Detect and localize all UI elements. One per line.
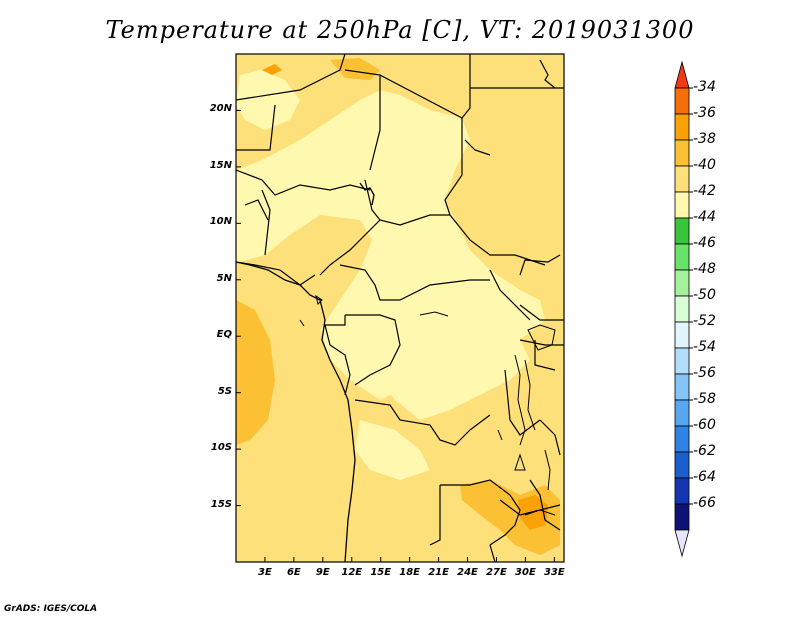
colorbar-swatch [674, 295, 690, 323]
colorbar-swatch [674, 269, 690, 297]
lat-tick-label: 15S [210, 498, 232, 510]
colorbar-label: -60 [693, 417, 716, 433]
colorbar-label: -40 [693, 157, 716, 173]
field-region-38-west [236, 300, 275, 445]
lat-tick-label: 10N [209, 216, 232, 228]
lon-tick-label: 30E [515, 567, 536, 578]
colorbar-label: -44 [693, 209, 716, 225]
lat-tick-label: 10S [210, 442, 232, 454]
colorbar-swatch [674, 373, 690, 401]
colorbar-swatch [674, 347, 690, 375]
lon-tick-label: 9E [315, 567, 330, 578]
colorbar-swatch [674, 399, 690, 427]
coastline [236, 182, 375, 562]
field-region-42-south [355, 420, 430, 480]
colorbar-swatch [674, 243, 690, 271]
colorbar-label: -50 [693, 287, 716, 303]
colorbar-swatch [674, 165, 690, 193]
lon-tick-label: 21E [428, 567, 449, 578]
lon-tick-label: 6E [286, 567, 301, 578]
colorbar-label: -38 [693, 131, 716, 147]
colorbar-label: -56 [693, 365, 716, 381]
colorbar-label: -42 [693, 183, 716, 199]
colorbar-label: -34 [693, 79, 716, 95]
lon-tick-label: 15E [370, 567, 392, 578]
colorbar-label: -48 [693, 261, 716, 277]
colorbar-label: -58 [693, 391, 716, 407]
colorbar-swatch [674, 60, 690, 89]
colorbar [674, 60, 693, 558]
lat-tick-label: 15N [209, 159, 232, 171]
lakes [299, 294, 556, 516]
country-borders [236, 54, 564, 562]
temperature-field [236, 54, 564, 562]
lon-tick-label: 33E [543, 567, 565, 578]
colorbar-swatch [674, 529, 690, 558]
map-title: Temperature at 250hPa [C], VT: 201903130… [105, 16, 695, 44]
colorbar-swatch [674, 477, 690, 505]
lat-tick-label: EQ [216, 329, 232, 341]
lon-tick-label: 27E [486, 567, 507, 578]
lon-tick-label: 12E [341, 567, 363, 578]
colorbar-swatch [674, 113, 690, 141]
colorbar-swatch [674, 87, 690, 115]
colorbar-swatch [674, 321, 690, 349]
colorbar-label: -46 [693, 235, 716, 251]
lon-tick-label: 3E [258, 567, 272, 578]
colorbar-swatch [674, 191, 690, 219]
axis-ticks [236, 109, 555, 562]
field-region-36-north [262, 64, 282, 75]
lon-tick-label: 24E [457, 567, 478, 578]
colorbar-label: -52 [693, 313, 716, 329]
colorbar-swatch [674, 503, 690, 531]
footer-credit: GrADS: IGES/COLA [4, 604, 98, 614]
colorbar-label: -64 [693, 469, 716, 485]
colorbar-label: -62 [693, 443, 716, 459]
colorbar-swatch [674, 425, 690, 453]
lon-tick-label: 18E [399, 567, 421, 578]
map-frame [235, 53, 565, 563]
colorbar-swatch [674, 451, 690, 479]
colorbar-label: -54 [693, 339, 716, 355]
field-region-42-central [380, 290, 530, 420]
field-region-42-nw [236, 70, 300, 130]
colorbar-label: -66 [693, 495, 716, 511]
colorbar-swatch [674, 217, 690, 245]
lat-tick-label: 5N [216, 272, 232, 284]
colorbar-swatch [674, 139, 690, 167]
lat-tick-label: 20N [209, 103, 232, 115]
colorbar-label: -36 [693, 105, 716, 121]
lat-tick-label: 5S [217, 385, 232, 397]
